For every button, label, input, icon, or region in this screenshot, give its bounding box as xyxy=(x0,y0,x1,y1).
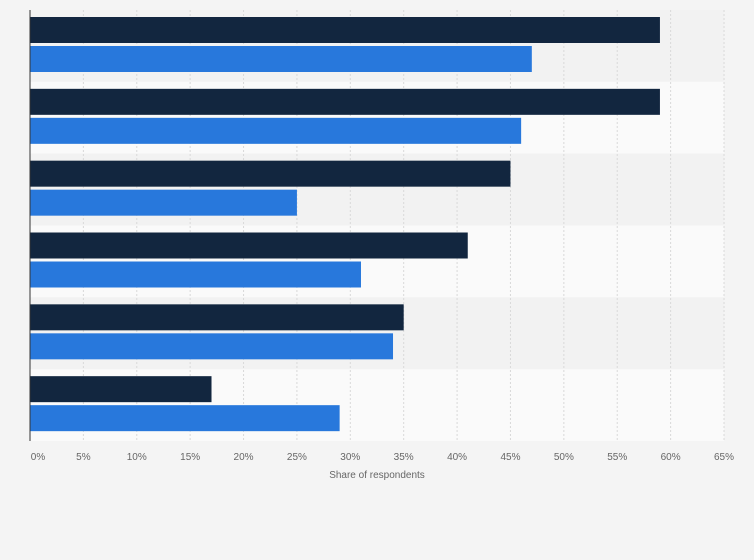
bar-series-1 xyxy=(30,232,468,259)
x-tick-label: 65% xyxy=(714,452,734,463)
x-tick-label: 35% xyxy=(394,452,414,463)
x-tick-label: 40% xyxy=(447,452,467,463)
x-tick-label: 50% xyxy=(554,452,574,463)
bar-series-2 xyxy=(30,405,340,432)
bars xyxy=(30,17,660,432)
bar-series-1 xyxy=(30,88,660,115)
bar-series-2 xyxy=(30,117,522,144)
x-tick-label: 5% xyxy=(76,452,91,463)
x-tick-label: 60% xyxy=(661,452,681,463)
bar-series-1 xyxy=(30,304,404,331)
x-tick-label: 30% xyxy=(340,452,360,463)
x-tick-label: 20% xyxy=(234,452,254,463)
x-tick-label: 15% xyxy=(180,452,200,463)
x-tick-label: 45% xyxy=(500,452,520,463)
bar-series-1 xyxy=(30,17,660,43)
bar-series-2 xyxy=(30,261,361,288)
x-tick-label: 55% xyxy=(607,452,627,463)
bar-series-1 xyxy=(30,376,212,403)
x-axis-title: Share of respondents xyxy=(329,470,425,481)
bar-series-2 xyxy=(30,333,394,360)
bar-series-2 xyxy=(30,46,532,72)
x-tick-label: 10% xyxy=(127,452,147,463)
x-tick-label: 25% xyxy=(287,452,307,463)
x-tick-label: 0% xyxy=(31,452,46,463)
x-tick-labels: 0% 5% 10% 15% 20% 25% 30% 35% 40% 45% 50% 55% 60% 65% xyxy=(31,452,734,463)
bar-series-1 xyxy=(30,160,511,187)
bar-series-2 xyxy=(30,189,297,216)
